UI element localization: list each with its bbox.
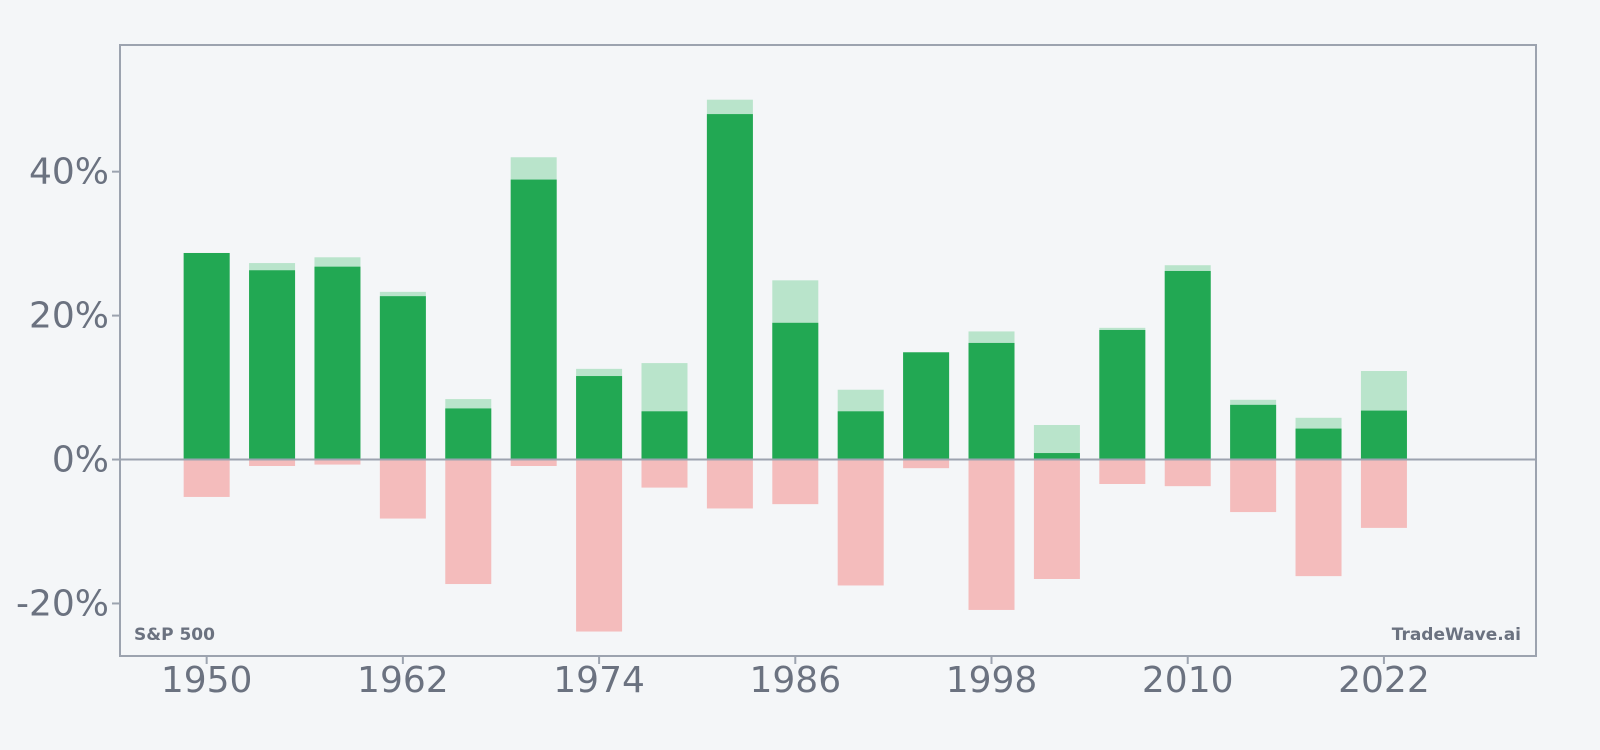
bar-low-2010 (1164, 459, 1211, 487)
bar-close-2022 (1360, 410, 1407, 460)
bar-low-2002 (1033, 459, 1080, 579)
x-tick-label: 1974 (553, 660, 645, 701)
x-tick-label: 1986 (749, 660, 841, 701)
bar-low-1994 (903, 459, 950, 469)
bar-low-1998 (968, 459, 1015, 610)
bar-close-1986 (772, 322, 819, 460)
bar-low-1978 (641, 459, 688, 488)
bar-close-1958 (314, 266, 361, 460)
bar-close-2010 (1164, 270, 1211, 460)
bar-close-1974 (576, 376, 623, 460)
x-tick-label: 2010 (1142, 660, 1234, 701)
bar-close-1990 (837, 411, 884, 460)
bar-close-2014 (1230, 404, 1277, 460)
bar-close-2002 (1033, 453, 1080, 460)
axes-layer (119, 44, 1537, 657)
bars-layer (183, 99, 1407, 632)
bar-low-1970 (510, 459, 557, 467)
bar-low-1958 (314, 459, 361, 465)
bar-close-1966 (445, 408, 492, 460)
x-tick-label: 1950 (161, 660, 253, 701)
bar-low-2022 (1360, 459, 1407, 528)
bar-close-1978 (641, 411, 688, 460)
plot-frame (119, 44, 1537, 657)
bar-low-1982 (706, 459, 753, 509)
y-tick-label: 20% (29, 296, 109, 337)
ticks-layer: -20% 0% 20% 40% 1950 1962 1974 1986 1998 2010 2022 (16, 152, 1430, 701)
bar-low-1990 (837, 459, 884, 586)
y-tick-label: 0% (52, 440, 109, 481)
y-tick-label: -20% (16, 583, 109, 624)
chart-watermark-label: TradeWave.ai (1392, 625, 1521, 645)
x-tick-label: 1998 (946, 660, 1038, 701)
bar-close-1994 (903, 352, 950, 460)
bar-close-1962 (379, 296, 426, 460)
chart-source-label: S&P 500 (134, 625, 215, 645)
bar-low-2018 (1295, 459, 1342, 577)
x-tick-label: 1962 (357, 660, 449, 701)
x-tick-label: 2022 (1338, 660, 1430, 701)
bar-close-1982 (706, 114, 753, 460)
bar-close-2018 (1295, 428, 1342, 460)
bar-low-1962 (379, 459, 426, 519)
bar-close-2006 (1099, 329, 1146, 460)
bar-low-1974 (576, 459, 623, 632)
bar-close-1970 (510, 179, 557, 460)
bar-low-1954 (249, 459, 296, 467)
bar-low-1950 (183, 459, 230, 497)
bar-close-1998 (968, 342, 1015, 460)
bar-close-1950 (183, 252, 230, 460)
bar-low-1966 (445, 459, 492, 585)
y-tick-label: 40% (29, 152, 109, 193)
bar-low-2006 (1099, 459, 1146, 484)
bar-close-1954 (249, 270, 296, 460)
bar-low-2014 (1230, 459, 1277, 513)
bar-low-1986 (772, 459, 819, 505)
